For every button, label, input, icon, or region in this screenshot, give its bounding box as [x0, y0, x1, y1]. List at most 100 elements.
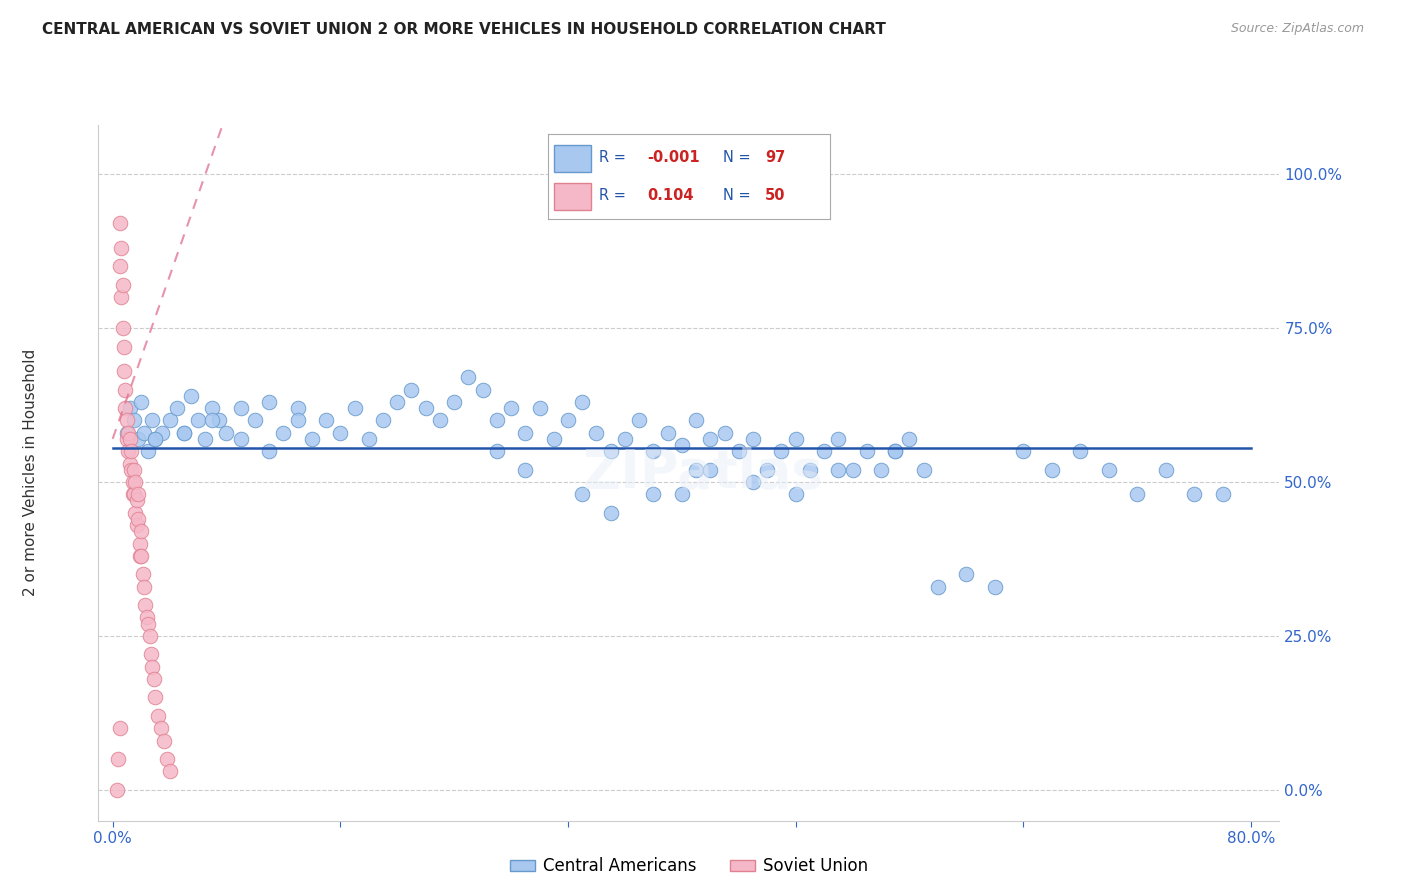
Point — [180, 389, 202, 403]
Point — [443, 395, 465, 409]
Point — [125, 518, 148, 533]
Point — [129, 395, 152, 409]
Point — [1154, 463, 1177, 477]
Point — [122, 487, 145, 501]
Point — [173, 425, 195, 440]
Point — [613, 432, 636, 446]
Point — [1212, 487, 1234, 501]
Point — [827, 463, 849, 477]
Point — [125, 493, 148, 508]
Point — [124, 475, 146, 489]
Point — [110, 241, 132, 255]
Point — [114, 401, 136, 416]
Text: R =: R = — [599, 188, 636, 203]
Point — [685, 413, 707, 427]
Point — [571, 487, 593, 501]
Point — [643, 444, 665, 458]
Point — [118, 432, 141, 446]
Point — [111, 321, 134, 335]
Point — [870, 463, 893, 477]
Point — [699, 432, 721, 446]
Point — [1040, 463, 1063, 477]
Point — [1098, 463, 1121, 477]
Point — [485, 444, 508, 458]
Point — [135, 610, 157, 624]
Point — [173, 425, 195, 440]
Point — [415, 401, 437, 416]
Point — [599, 506, 621, 520]
Point — [127, 432, 149, 446]
Point — [143, 432, 166, 446]
Point — [756, 463, 779, 477]
Point — [128, 536, 150, 550]
Point — [132, 580, 155, 594]
Point — [201, 413, 224, 427]
Text: -0.001: -0.001 — [647, 150, 699, 165]
Point — [499, 401, 522, 416]
FancyBboxPatch shape — [554, 183, 591, 211]
Point — [134, 598, 156, 612]
Point — [301, 432, 323, 446]
Point — [329, 425, 352, 440]
Point — [387, 395, 409, 409]
Point — [515, 425, 537, 440]
Point — [150, 721, 173, 735]
Point — [156, 752, 179, 766]
Text: 0.104: 0.104 — [647, 188, 693, 203]
Point — [628, 413, 651, 427]
Point — [187, 413, 209, 427]
Point — [543, 432, 565, 446]
Point — [884, 444, 907, 458]
Point — [898, 432, 921, 446]
Point — [117, 444, 139, 458]
Point — [841, 463, 863, 477]
Point — [1126, 487, 1149, 501]
Point — [927, 580, 949, 594]
Point — [770, 444, 793, 458]
Point — [138, 629, 160, 643]
Point — [131, 567, 153, 582]
Text: N =: N = — [723, 150, 755, 165]
Point — [727, 444, 749, 458]
Point — [229, 401, 252, 416]
Point — [132, 425, 155, 440]
Point — [121, 487, 143, 501]
Point — [143, 432, 166, 446]
Point — [120, 463, 142, 477]
Point — [742, 432, 765, 446]
Point — [112, 364, 135, 378]
Point — [884, 444, 907, 458]
Point — [671, 487, 693, 501]
Point — [1069, 444, 1091, 458]
Point — [287, 413, 309, 427]
Point — [585, 425, 607, 440]
Point — [142, 672, 165, 686]
Text: N =: N = — [723, 188, 755, 203]
Text: 50: 50 — [765, 188, 786, 203]
Point — [136, 444, 159, 458]
Point — [273, 425, 295, 440]
Point — [257, 444, 280, 458]
Point — [471, 383, 494, 397]
Point — [827, 432, 849, 446]
Point — [243, 413, 266, 427]
Point — [813, 444, 835, 458]
Point — [194, 432, 217, 446]
Point — [115, 413, 138, 427]
Point — [108, 216, 131, 230]
Point — [148, 709, 170, 723]
Text: 97: 97 — [765, 150, 785, 165]
Point — [153, 733, 176, 747]
Point — [121, 475, 143, 489]
Point — [108, 260, 131, 274]
Point — [112, 339, 135, 353]
Point — [215, 425, 238, 440]
Point — [114, 383, 136, 397]
Point — [515, 463, 537, 477]
Point — [136, 616, 159, 631]
Point — [159, 764, 181, 779]
Point — [343, 401, 366, 416]
Point — [159, 413, 181, 427]
Text: ZIPatlas: ZIPatlas — [582, 447, 824, 499]
Point — [485, 413, 508, 427]
